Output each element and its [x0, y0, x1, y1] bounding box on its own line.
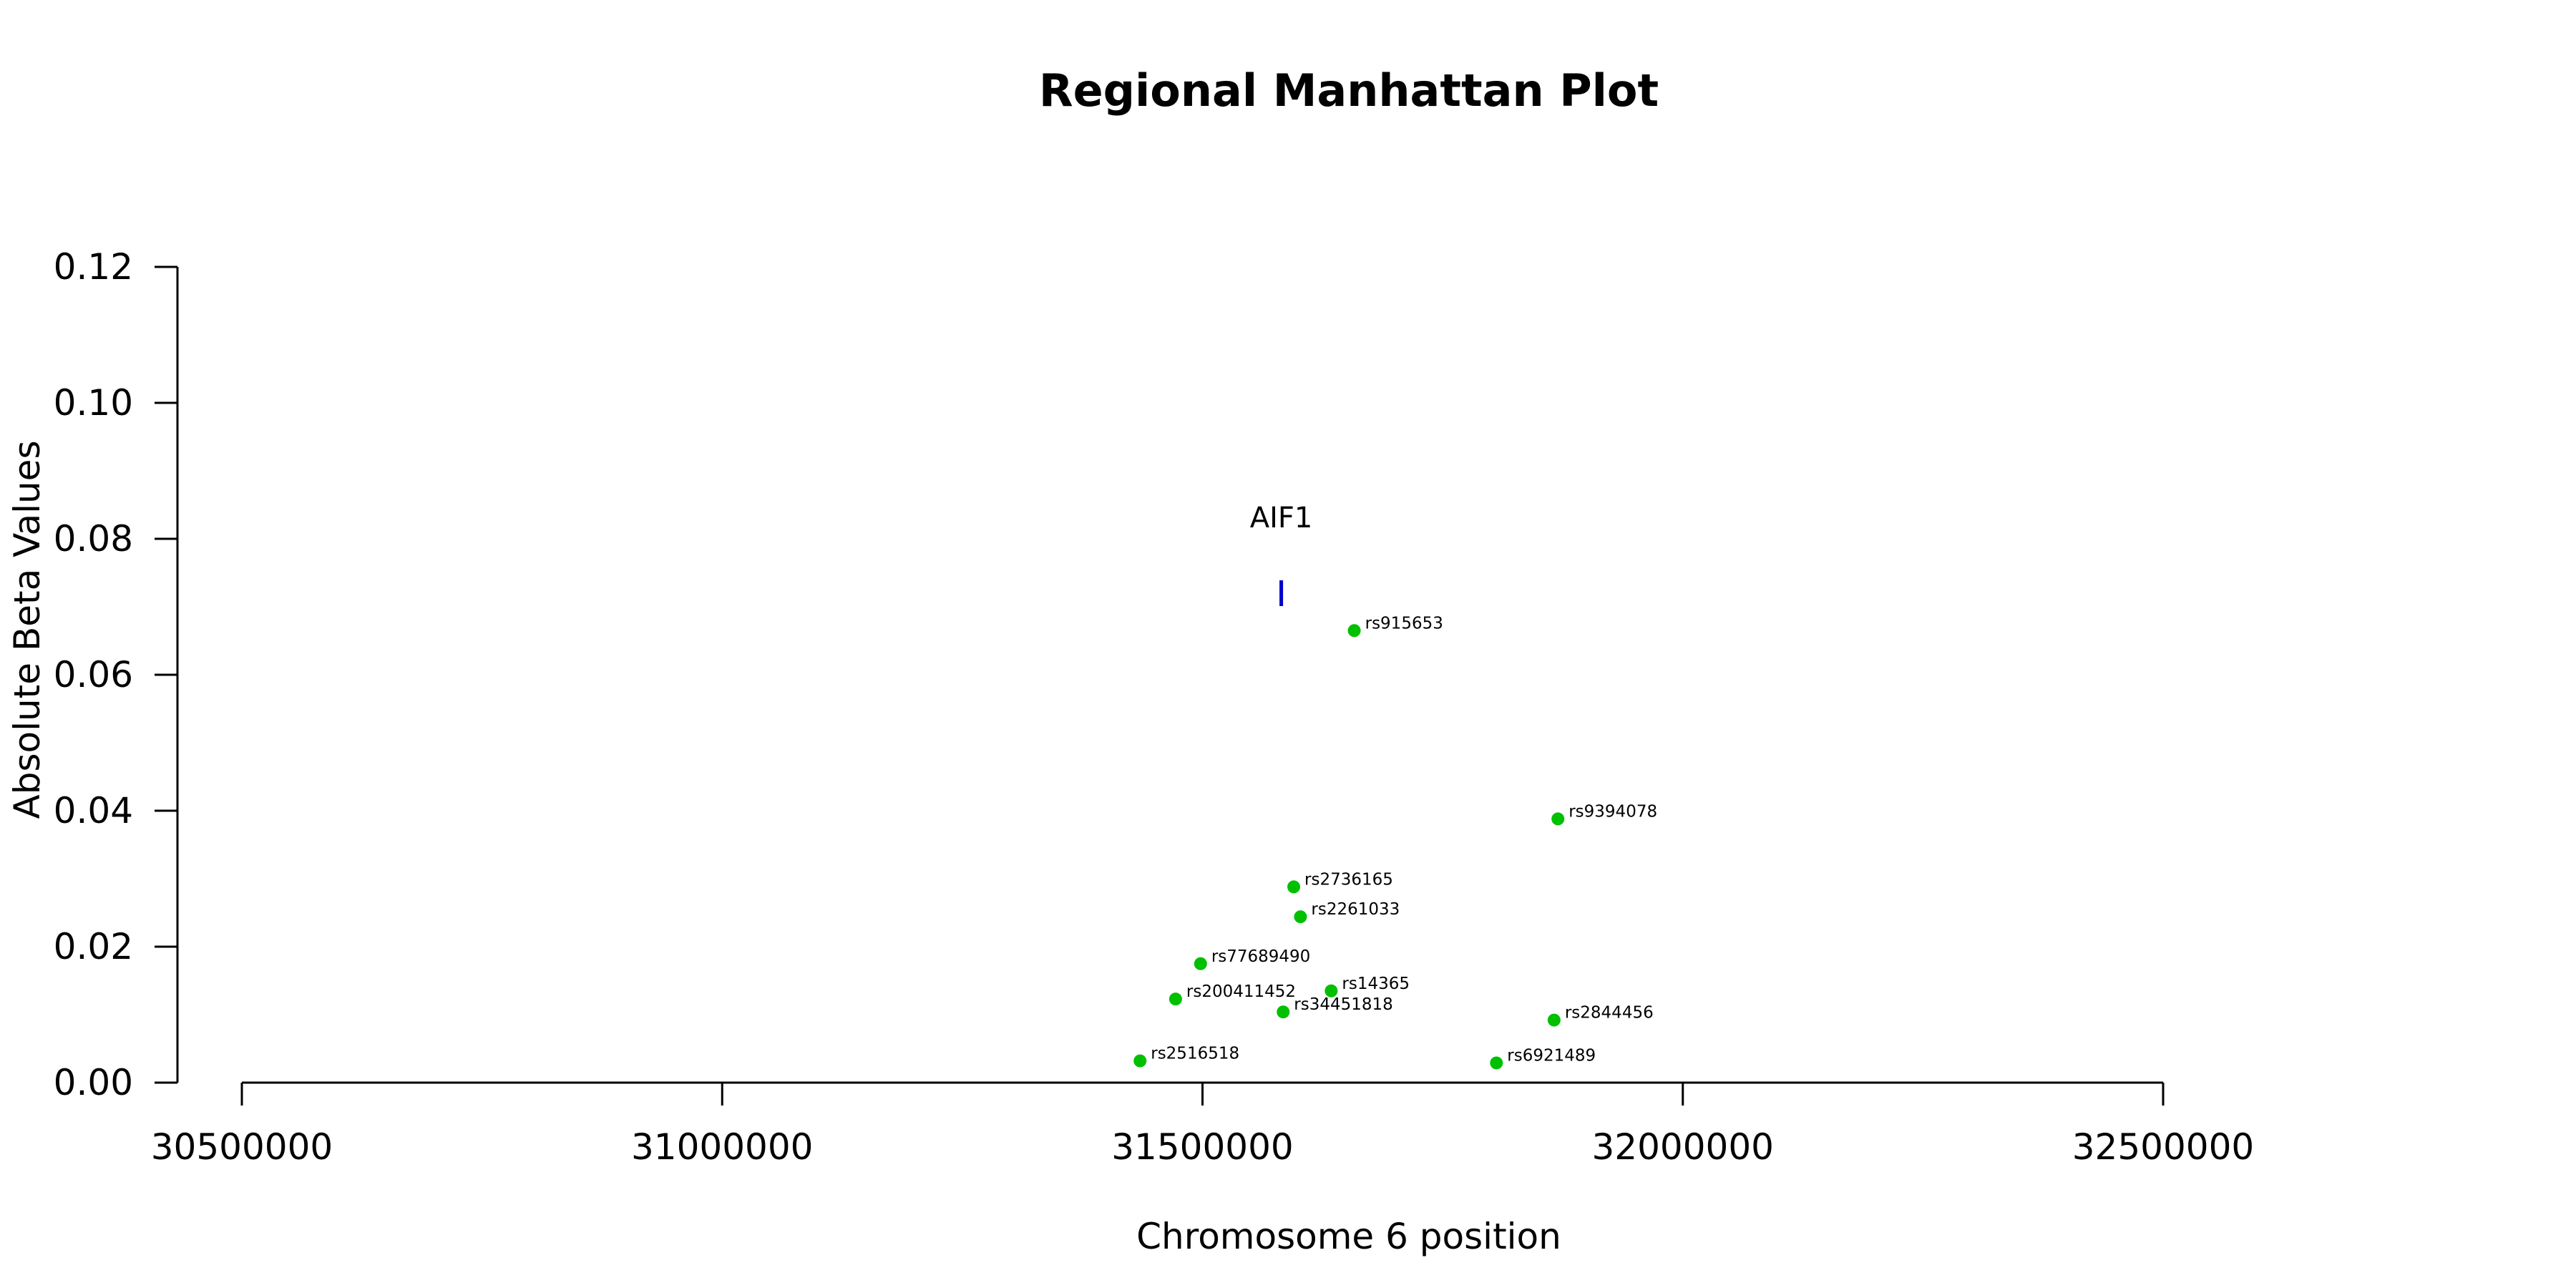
point-label: rs2736165	[1304, 870, 1393, 889]
chart-title: Regional Manhattan Plot	[1039, 64, 1659, 117]
x-tick-label: 31500000	[1111, 1126, 1294, 1168]
data-point	[1547, 1013, 1561, 1027]
x-tick-label: 31000000	[631, 1126, 814, 1168]
data-point	[1324, 984, 1338, 997]
point-label: rs2261033	[1311, 900, 1400, 919]
point-label: rs2844456	[1565, 1004, 1654, 1023]
point-label: rs34451818	[1294, 995, 1393, 1014]
x-tick-label: 32500000	[2072, 1126, 2255, 1168]
point-label: rs915653	[1365, 614, 1443, 633]
y-tick-label: 0.08	[54, 518, 133, 560]
point-label: rs9394078	[1568, 802, 1657, 821]
gene-label: AIF1	[1250, 502, 1313, 535]
y-tick-label: 0.10	[54, 382, 133, 424]
data-point	[1551, 812, 1565, 826]
axes: 0.00 0.02 0.04 0.06 0.08 0.10 0.12 30500000 3100…	[54, 246, 2255, 1168]
data-point	[1490, 1056, 1503, 1070]
y-tick-label: 0.12	[54, 246, 133, 288]
data-point	[1169, 992, 1182, 1006]
y-tick-label: 0.02	[54, 926, 133, 967]
data-points: rs915653 rs9394078 rs2736165 rs2261033 rs776…	[1133, 614, 1657, 1070]
data-point	[1194, 957, 1207, 970]
point-label: rs6921489	[1507, 1046, 1596, 1065]
x-tick-label: 30500000	[151, 1126, 333, 1168]
data-point	[1133, 1054, 1147, 1068]
y-axis-label: Absolute Beta Values	[6, 441, 48, 819]
y-tick-label: 0.00	[54, 1062, 133, 1103]
data-point	[1277, 1005, 1290, 1019]
point-label: rs2516518	[1151, 1045, 1239, 1063]
y-tick-label: 0.04	[54, 790, 133, 831]
point-label: rs77689490	[1211, 947, 1311, 966]
point-label: rs14365	[1342, 975, 1410, 993]
y-tick-label: 0.06	[54, 654, 133, 696]
gene-markers: AIF1	[1250, 502, 1313, 606]
data-point	[1347, 624, 1361, 638]
x-tick-label: 32000000	[1592, 1126, 1775, 1168]
x-axis-label: Chromosome 6 position	[1136, 1216, 1561, 1257]
point-label: rs200411452	[1186, 982, 1296, 1001]
data-point	[1294, 910, 1307, 924]
data-point	[1287, 880, 1301, 894]
